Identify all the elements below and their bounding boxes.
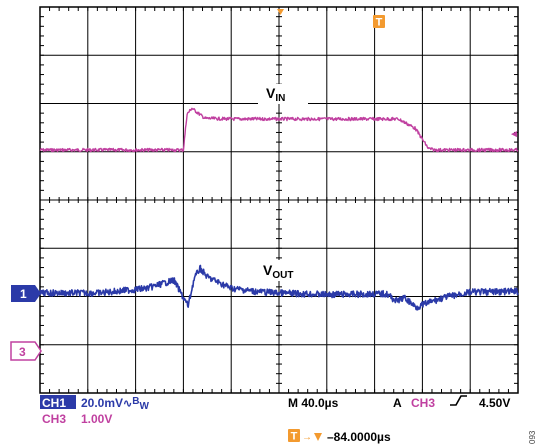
vout-label-main: V xyxy=(263,262,273,278)
trigger-level: 4.50V xyxy=(479,396,510,410)
vin-label: VIN xyxy=(258,84,308,104)
trigger-marker-top: T xyxy=(373,15,385,29)
ch1-readout: CH1 20.0mV∿BW xyxy=(40,395,149,412)
bandwidth-symbol: ∿ xyxy=(123,398,132,410)
bandwidth-w: W xyxy=(139,401,149,412)
ch3-ground-marker-text: 3 xyxy=(19,345,26,359)
figure-id: 093 xyxy=(528,430,537,444)
timebase-readout: M 40.0µs xyxy=(288,396,339,410)
delay-value: –84.0000µs xyxy=(327,430,391,444)
vout-label-sub: OUT xyxy=(272,270,293,281)
ch3-label: CH3 xyxy=(42,412,66,426)
delay-trigger-marker: T xyxy=(291,431,298,443)
svg-text:VIN: VIN xyxy=(266,85,285,104)
trigger-mode: A xyxy=(393,396,402,410)
trace-vin xyxy=(39,107,519,153)
ch3-right-arrow: ◄ xyxy=(509,129,519,140)
traces xyxy=(39,107,519,311)
trigger-marker-top-text: T xyxy=(376,17,383,29)
ch1-ground-marker-text: 1 xyxy=(20,287,27,301)
svg-text:20.0mV∿BW: 20.0mV∿BW xyxy=(81,396,149,412)
bandwidth-b: B xyxy=(132,396,139,407)
ch1-ground-marker: 1 xyxy=(11,285,41,302)
ch3-readout: CH3 1.00V xyxy=(42,412,112,426)
ch3-ground-marker: 3 xyxy=(10,341,42,361)
svg-text:VOUT: VOUT xyxy=(263,262,293,281)
trigger-slope-icon xyxy=(450,395,467,406)
delay-marker-icon xyxy=(314,433,322,441)
ch1-scale: 20.0mV xyxy=(81,396,123,410)
ch1-badge: CH1 xyxy=(42,396,66,410)
trace-vout xyxy=(39,264,519,311)
trigger-source: CH3 xyxy=(411,396,435,410)
vout-label: VOUT xyxy=(255,260,313,281)
delay-readout: T → –84.0000µs xyxy=(288,429,391,444)
vin-label-main: V xyxy=(266,85,276,101)
delay-arrow: → xyxy=(302,432,312,443)
vin-label-sub: IN xyxy=(275,93,285,104)
trigger-readout: A CH3 4.50V xyxy=(393,395,510,410)
ch3-scale: 1.00V xyxy=(81,412,112,426)
trigger-position-marker xyxy=(277,9,284,15)
graticule xyxy=(39,6,519,394)
grid-border xyxy=(39,6,519,394)
